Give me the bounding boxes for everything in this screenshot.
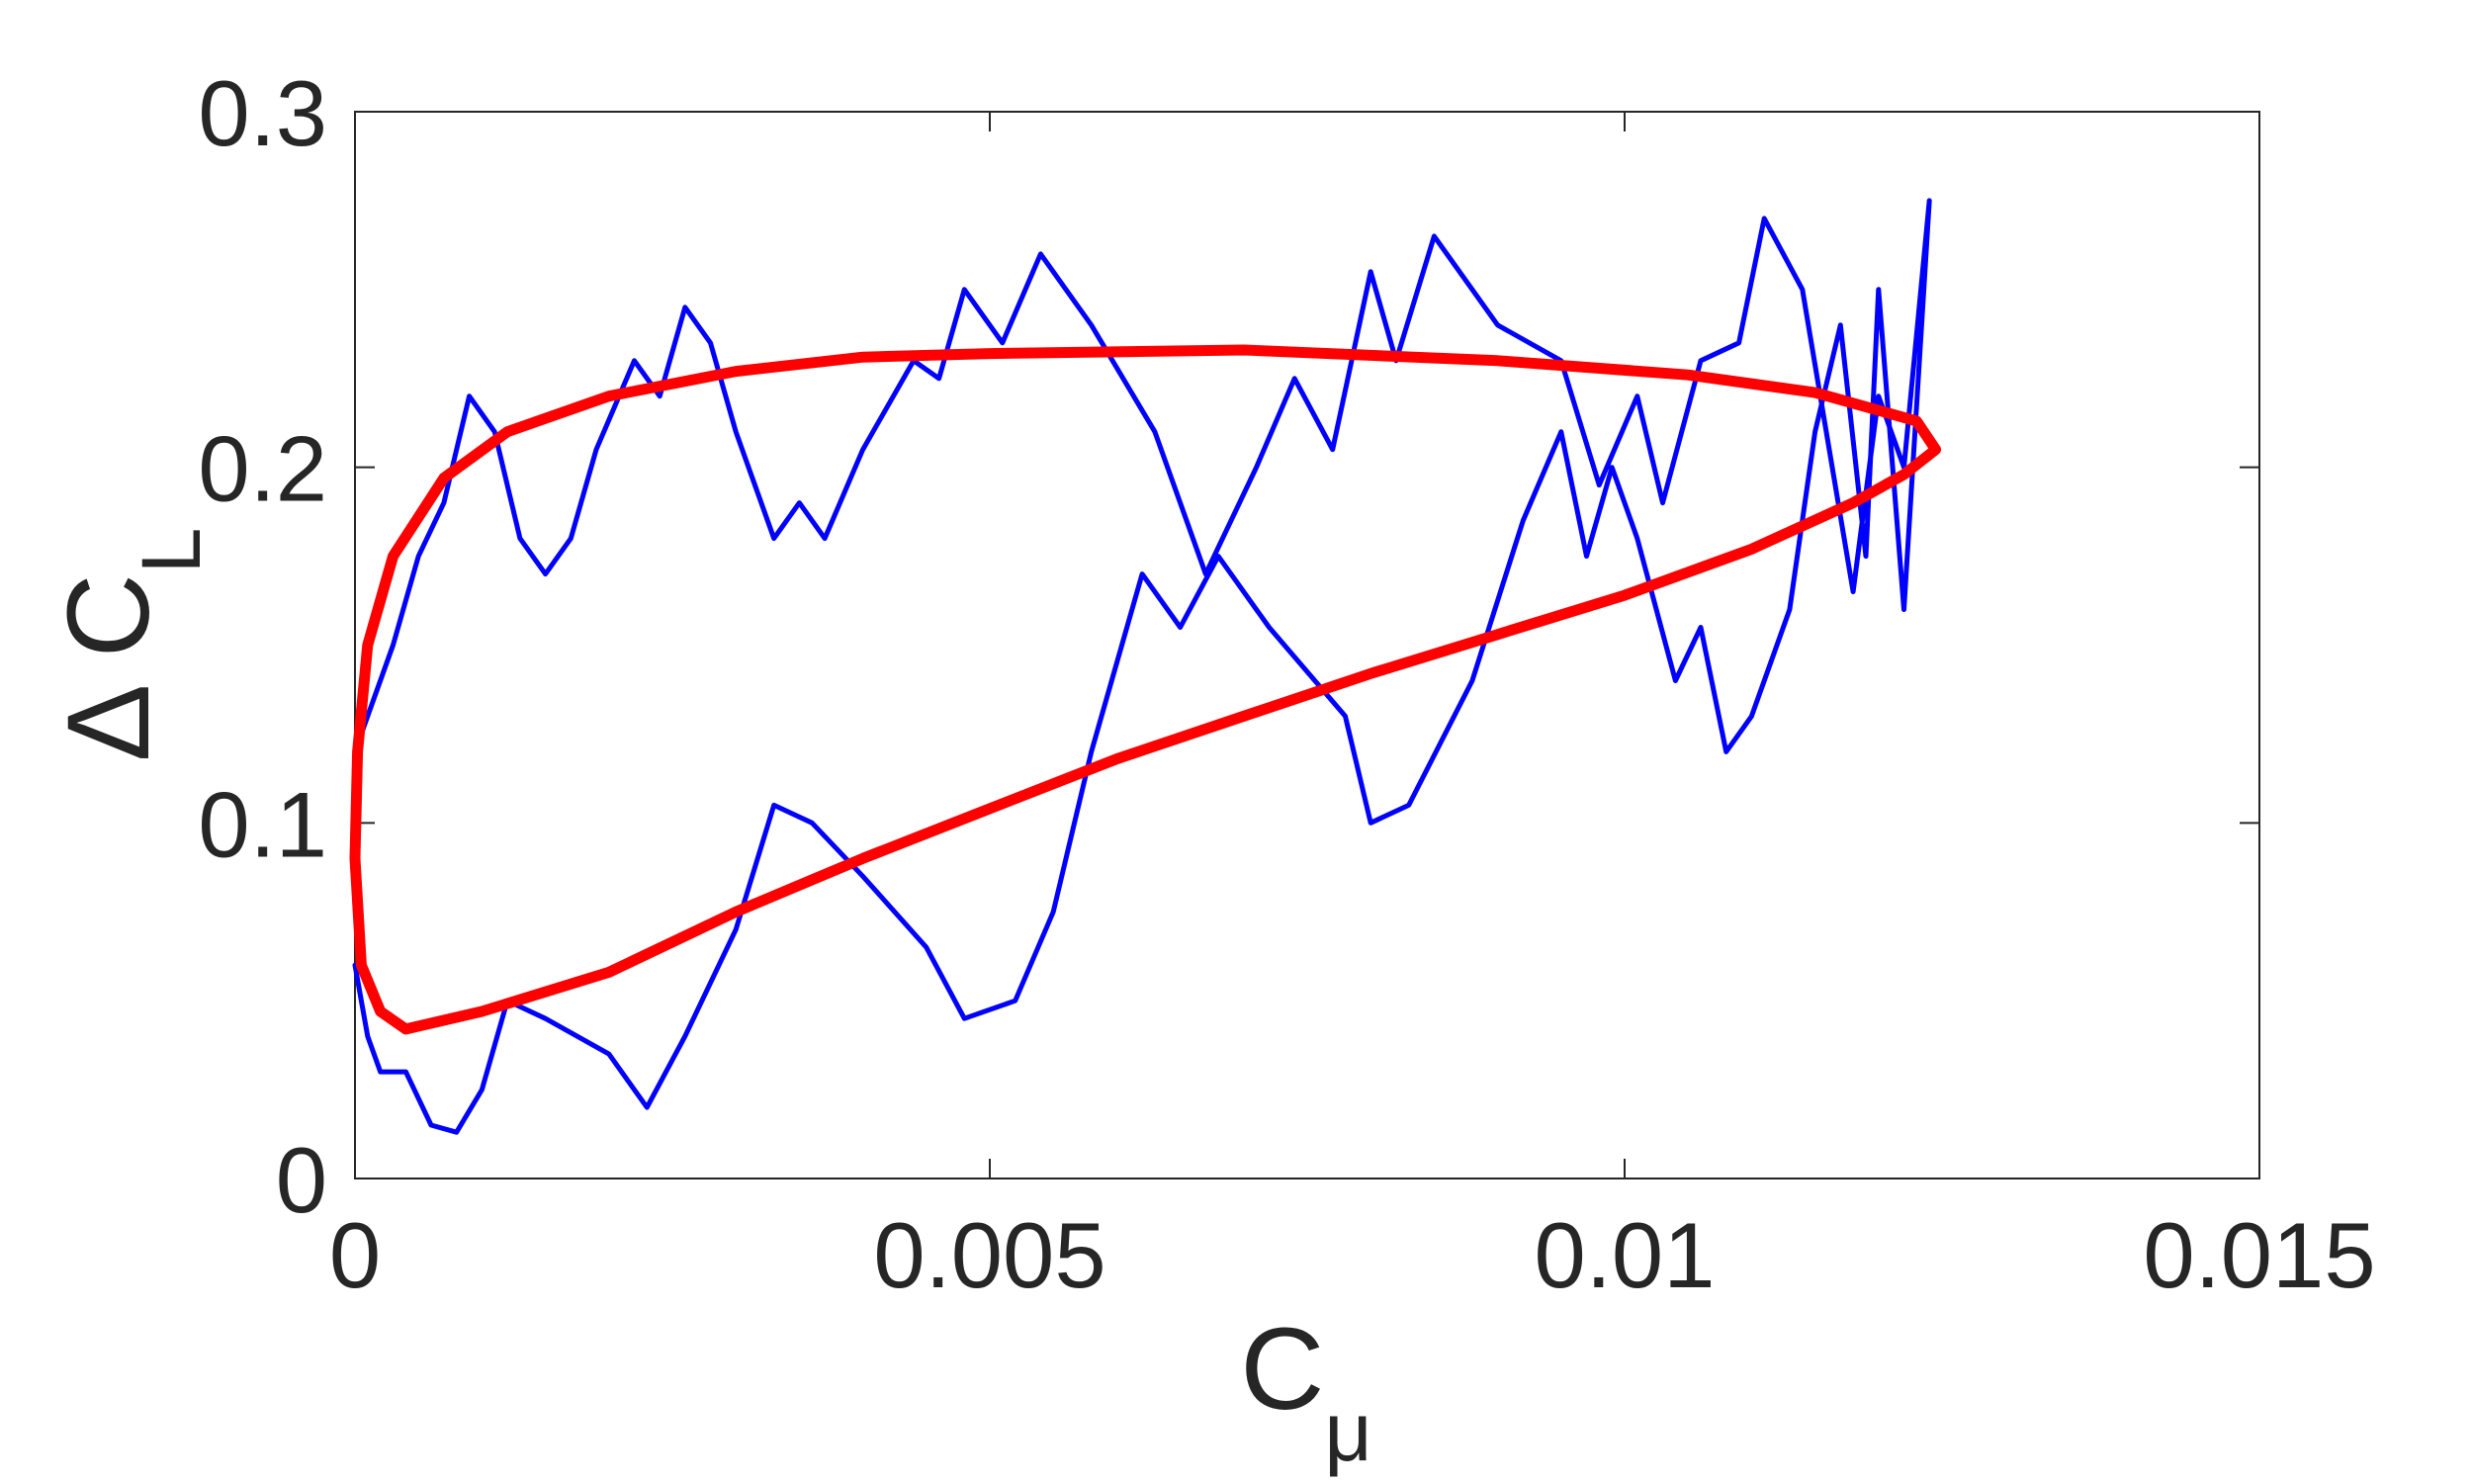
x-label-subscript: μ — [1324, 1385, 1371, 1478]
series-line — [349, 344, 1942, 1035]
y-tick-label: 0.2 — [198, 417, 327, 521]
x-label-text: C — [1240, 1304, 1324, 1435]
y-tick-label: 0 — [276, 1128, 327, 1232]
x-tick-label: 0.015 — [2143, 1203, 2375, 1307]
x-tick-label: 0.005 — [873, 1203, 1105, 1307]
x-axis-label: Cμ — [1240, 1304, 1372, 1478]
y-label-text: Δ C — [44, 573, 174, 761]
y-axis-label: Δ CL — [44, 527, 218, 761]
y-label-subscript: L — [125, 527, 218, 573]
y-tick-label: 0.1 — [198, 772, 327, 876]
y-tick-label: 0.3 — [198, 61, 327, 165]
x-tick-label: 0 — [329, 1203, 381, 1307]
series-line — [352, 198, 1932, 1135]
plot-frame — [354, 111, 2260, 1179]
x-tick-label: 0.01 — [1535, 1203, 1716, 1307]
